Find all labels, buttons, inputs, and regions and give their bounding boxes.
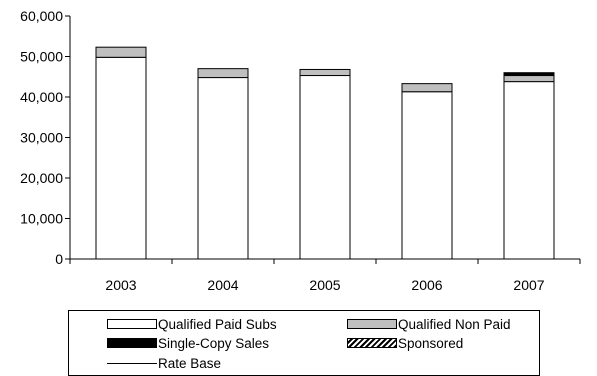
x-tick-label: 2007	[513, 277, 544, 293]
legend-label-qualified-non-paid: Qualified Non Paid	[398, 316, 511, 332]
bar-2007-qualified-non-paid	[503, 75, 555, 83]
bars	[95, 46, 555, 260]
bar-2004-qualified-non-paid	[197, 68, 249, 79]
legend-item-qualified-non-paid: Qualified Non Paid	[347, 316, 511, 332]
legend-swatch-sponsored	[347, 338, 397, 348]
legend-label-rate-base: Rate Base	[158, 355, 222, 371]
y-tick-label: 30,000	[20, 130, 63, 146]
y-axis: 0 10,000 20,000 30,000 40,000 50,000 60,000	[20, 8, 71, 267]
legend-label-single-copy-sales: Single-Copy Sales	[158, 335, 270, 351]
bar-2007-qualified-paid-subs	[503, 81, 555, 260]
bar-2005-qualified-paid-subs	[299, 75, 351, 260]
x-tick-label: 2004	[207, 277, 238, 293]
legend-item-single-copy-sales: Single-Copy Sales	[107, 335, 269, 351]
legend-item-rate-base: Rate Base	[107, 355, 221, 371]
x-tick-label: 2003	[105, 277, 136, 293]
y-tick-label: 10,000	[20, 211, 63, 227]
legend-swatch-rate-base	[107, 362, 157, 364]
legend-label-sponsored: Sponsored	[398, 335, 464, 351]
chart: 0 10,000 20,000 30,000 40,000 50,000 60,000 20…	[20, 8, 581, 293]
bar-2006-qualified-non-paid	[401, 83, 453, 93]
bar-2003-qualified-paid-subs	[95, 56, 147, 260]
legend-swatch-single-copy-sales	[107, 338, 157, 348]
bar-2003-qualified-non-paid	[95, 46, 147, 58]
legend-item-qualified-paid-subs: Qualified Paid Subs	[107, 316, 277, 332]
y-tick-label: 60,000	[20, 8, 63, 24]
x-axis: 2003 2004 2005 2006 2007	[69, 258, 581, 293]
legend-swatch-qualified-paid-subs	[107, 319, 157, 329]
y-tick-label: 40,000	[20, 89, 63, 105]
x-tick-label: 2005	[309, 277, 340, 293]
x-tick-label: 2006	[411, 277, 442, 293]
bar-2005-qualified-non-paid	[299, 68, 351, 77]
bar-2004-qualified-paid-subs	[197, 77, 249, 260]
legend-item-sponsored: Sponsored	[347, 335, 463, 351]
legend: Qualified Paid Subs Qualified Non Paid S…	[68, 310, 540, 376]
y-tick-label: 20,000	[20, 170, 63, 186]
y-tick-label: 0	[55, 251, 63, 267]
y-tick-label: 50,000	[20, 49, 63, 65]
bar-2006-qualified-paid-subs	[401, 91, 453, 260]
legend-label-qualified-paid-subs: Qualified Paid Subs	[158, 316, 277, 332]
bar-2007-single-copy-sales	[503, 72, 555, 77]
legend-swatch-qualified-non-paid	[347, 319, 397, 329]
